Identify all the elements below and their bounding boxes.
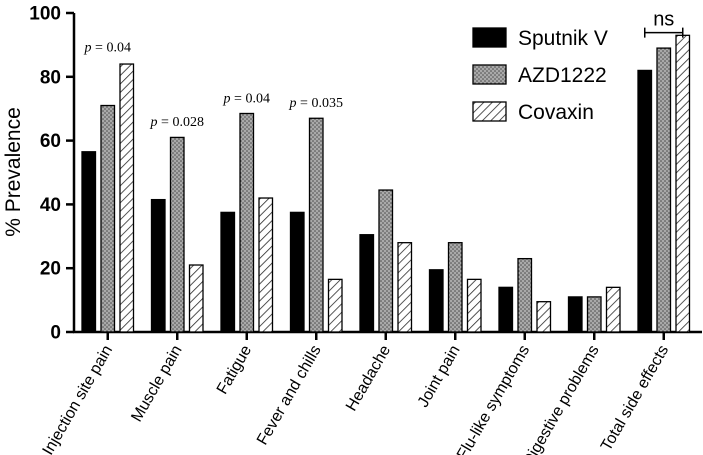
legend-swatch xyxy=(472,27,507,48)
legend-swatch xyxy=(472,101,507,122)
bar-azd1222 xyxy=(656,47,672,333)
x-tick-label: Muscle pain xyxy=(128,343,185,425)
bar-sputnik-v xyxy=(498,286,514,333)
p-value-annotation: p = 0.04 xyxy=(84,40,131,55)
bar-azd1222 xyxy=(378,189,394,333)
y-tick-label: 20 xyxy=(40,259,61,280)
legend-label: Sputnik V xyxy=(518,27,608,50)
p-value-annotation: p = 0.028 xyxy=(150,115,204,130)
legend: Sputnik V AZD1222 Covaxin xyxy=(472,27,608,124)
bar-sputnik-v xyxy=(81,151,97,333)
x-tick-label: Fever and chills xyxy=(254,343,325,449)
bar-azd1222 xyxy=(586,296,602,333)
y-tick-label: 60 xyxy=(40,131,61,152)
x-tick-label: Total side effects xyxy=(598,343,672,454)
bar-azd1222 xyxy=(308,117,324,333)
x-tick-label: Headache xyxy=(343,342,394,414)
significance-label: ns xyxy=(653,9,674,31)
bar-sputnik-v xyxy=(359,234,375,333)
bar-covaxin xyxy=(466,278,482,333)
y-tick-label: 0 xyxy=(50,323,61,344)
bar-sputnik-v xyxy=(567,296,583,333)
bar-sputnik-v xyxy=(637,69,653,333)
y-axis-label: % Prevalence xyxy=(2,107,25,237)
bar-covaxin xyxy=(397,242,413,333)
bar-azd1222 xyxy=(447,242,463,333)
p-value-annotation: p = 0.035 xyxy=(289,96,343,111)
x-tick-label: Flu-like symptoms xyxy=(454,343,533,455)
legend-swatch xyxy=(472,64,507,85)
bar-sputnik-v xyxy=(428,269,444,333)
y-tick-label: 40 xyxy=(40,195,61,216)
bar-covaxin xyxy=(675,34,691,333)
bar-covaxin xyxy=(258,197,274,333)
significance-bracket xyxy=(644,27,684,38)
bar-covaxin xyxy=(605,286,621,333)
x-tick-label: Injection site pain xyxy=(40,343,117,455)
y-tick-label: 80 xyxy=(40,67,61,88)
y-tick-label: 100 xyxy=(29,4,61,25)
bar-sputnik-v xyxy=(289,211,305,333)
x-tick-label: Joint pain xyxy=(415,343,464,411)
bar-azd1222 xyxy=(517,257,533,333)
bar-sputnik-v xyxy=(220,211,236,333)
bar-azd1222 xyxy=(100,104,116,333)
bar-azd1222 xyxy=(169,136,185,333)
x-tick-label: Digestive problems xyxy=(520,343,603,455)
bar-covaxin xyxy=(536,301,552,333)
bar-covaxin xyxy=(327,278,343,333)
legend-label: AZD1222 xyxy=(518,64,607,87)
bar-sputnik-v xyxy=(150,198,166,333)
legend-label: Covaxin xyxy=(518,101,594,124)
bar-covaxin xyxy=(188,264,204,333)
bar-azd1222 xyxy=(239,112,255,333)
bar-covaxin xyxy=(119,63,135,333)
p-value-annotation: p = 0.04 xyxy=(223,91,270,106)
x-tick-label: Fatigue xyxy=(214,342,255,397)
